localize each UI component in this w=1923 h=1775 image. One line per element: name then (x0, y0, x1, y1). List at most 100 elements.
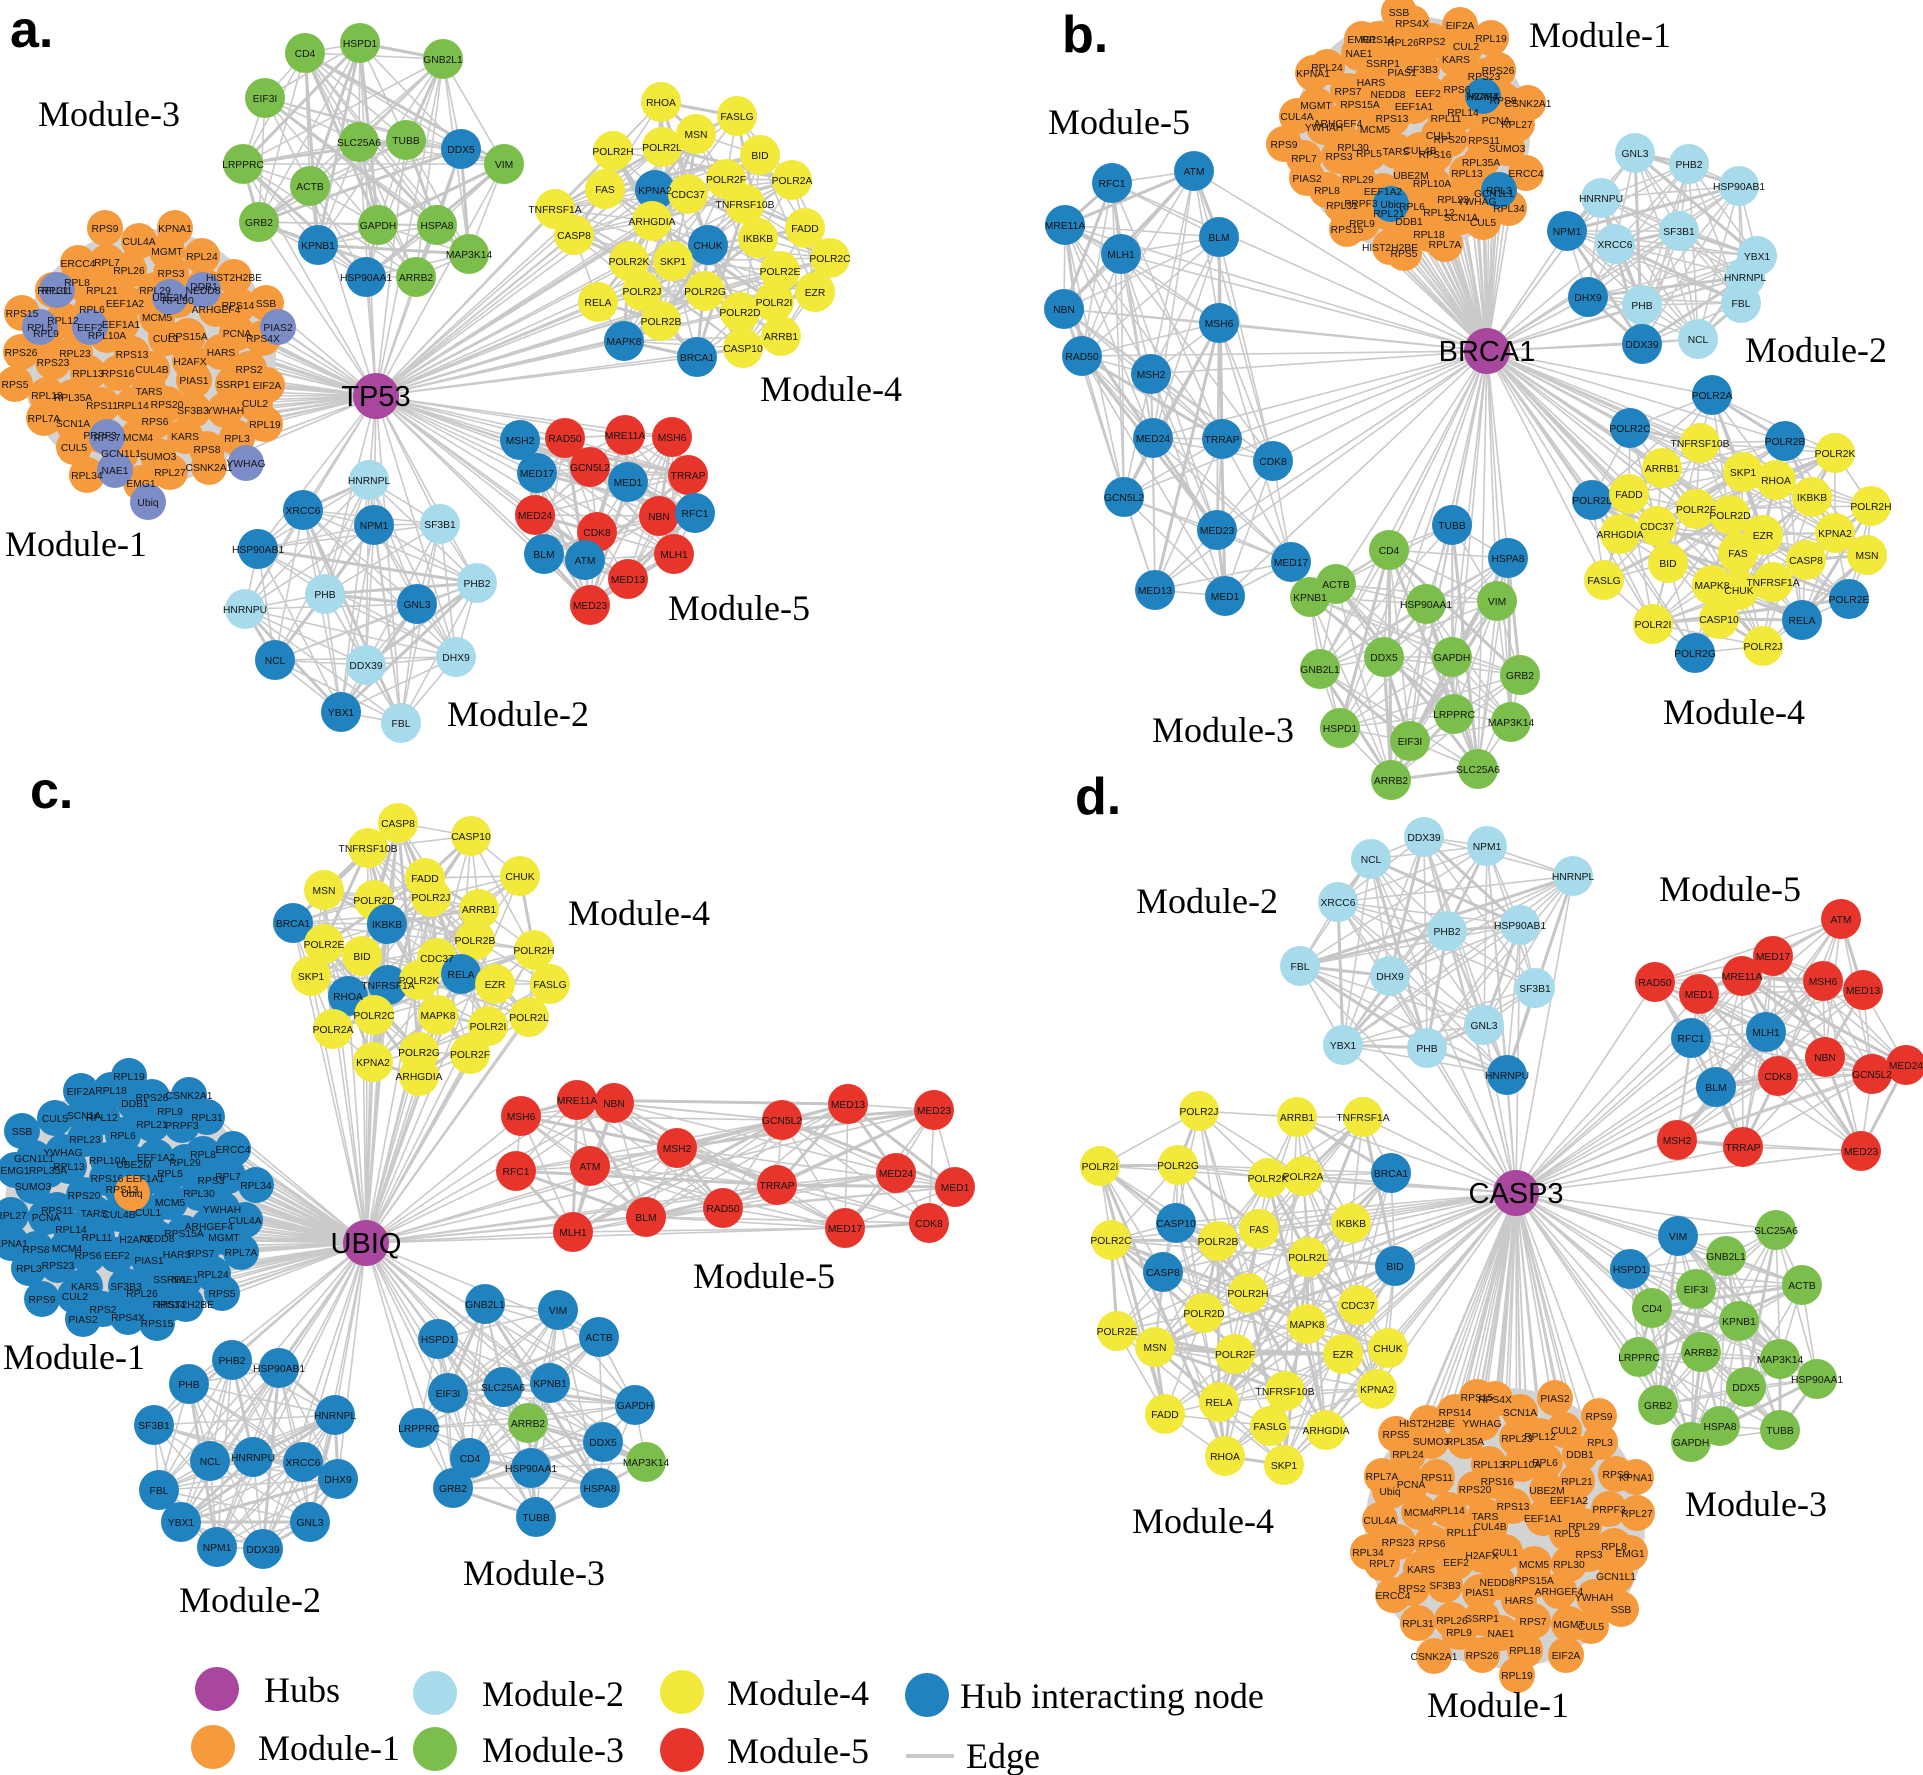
svg-text:RPL35A: RPL35A (1462, 158, 1500, 169)
svg-text:RPL18: RPL18 (31, 391, 63, 402)
svg-text:LRPPRC: LRPPRC (222, 160, 264, 171)
svg-text:CUL4B: CUL4B (1473, 1522, 1506, 1533)
svg-text:RPS14: RPS14 (222, 301, 255, 312)
svg-text:PHB: PHB (1631, 301, 1652, 312)
svg-text:FASLG: FASLG (1253, 1422, 1286, 1433)
svg-text:ARRB1: ARRB1 (1645, 464, 1680, 475)
svg-text:CUL4A: CUL4A (1280, 112, 1313, 123)
svg-text:MED24: MED24 (1889, 1061, 1923, 1072)
svg-text:TNFRSF10B: TNFRSF10B (1256, 1387, 1315, 1398)
svg-text:KPNA2: KPNA2 (356, 1058, 390, 1069)
svg-text:CUL4B: CUL4B (1403, 146, 1436, 157)
svg-text:MLH1: MLH1 (660, 550, 688, 561)
svg-text:PIAS1: PIAS1 (1387, 68, 1416, 79)
svg-text:Module-2: Module-2 (482, 1674, 624, 1714)
svg-text:RPL11: RPL11 (1447, 1528, 1478, 1539)
svg-text:NPM1: NPM1 (203, 1543, 232, 1554)
svg-text:TNFRSF10B: TNFRSF10B (1671, 439, 1730, 450)
svg-text:RPS3: RPS3 (158, 269, 185, 280)
svg-text:CUL1: CUL1 (135, 1208, 162, 1219)
svg-text:RPL11: RPL11 (42, 286, 73, 297)
svg-text:CASP10: CASP10 (1156, 1219, 1196, 1230)
svg-text:RAD50: RAD50 (1638, 978, 1671, 989)
svg-text:ERCC4: ERCC4 (1509, 169, 1544, 180)
svg-text:MCM4: MCM4 (123, 433, 154, 444)
svg-text:NCL: NCL (200, 1457, 221, 1468)
svg-text:POLR2D: POLR2D (353, 896, 394, 907)
svg-text:POLR2A: POLR2A (1283, 1172, 1324, 1183)
svg-text:RPL10A: RPL10A (89, 1156, 127, 1167)
svg-text:MLH1: MLH1 (559, 1228, 587, 1239)
svg-text:Hubs: Hubs (264, 1670, 340, 1710)
svg-text:POLR2H: POLR2H (1850, 502, 1891, 513)
svg-text:GNB2L1: GNB2L1 (1706, 1252, 1746, 1263)
svg-text:RPS20: RPS20 (68, 1191, 101, 1202)
svg-text:RPS9: RPS9 (1586, 1412, 1613, 1423)
svg-text:TARS: TARS (81, 1209, 108, 1220)
svg-text:POLR2H: POLR2H (1227, 1289, 1268, 1300)
svg-text:POLR2C: POLR2C (1090, 1236, 1132, 1247)
svg-text:POLR2F: POLR2F (706, 175, 746, 186)
svg-text:RPS7: RPS7 (94, 433, 121, 444)
svg-text:GRB2: GRB2 (1644, 1401, 1672, 1412)
svg-text:CASP10: CASP10 (451, 832, 491, 843)
svg-text:ARRB1: ARRB1 (1280, 1113, 1315, 1124)
svg-text:HSP90AA1: HSP90AA1 (340, 273, 392, 284)
svg-text:RPL18: RPL18 (1413, 230, 1445, 241)
svg-text:RPL34: RPL34 (1352, 1548, 1384, 1559)
svg-text:POLR2H: POLR2H (592, 147, 633, 158)
svg-text:GNL3: GNL3 (297, 1518, 324, 1529)
svg-text:IKBKB: IKBKB (1797, 493, 1827, 504)
svg-text:POLR2F: POLR2F (450, 1050, 490, 1061)
svg-text:HSPA8: HSPA8 (1703, 1422, 1736, 1433)
svg-text:RPL23: RPL23 (69, 1135, 101, 1146)
svg-text:RPL7A: RPL7A (28, 414, 61, 425)
svg-text:MAP3K14: MAP3K14 (623, 1458, 670, 1469)
svg-text:UBE2M: UBE2M (1393, 171, 1428, 182)
svg-text:SCN1A: SCN1A (1503, 1408, 1537, 1419)
svg-text:CUL5: CUL5 (1578, 1622, 1605, 1633)
svg-text:MCM4: MCM4 (1468, 92, 1499, 103)
svg-text:MRE11A: MRE11A (1722, 972, 1763, 983)
svg-text:RPL30: RPL30 (183, 1189, 215, 1200)
svg-text:ARHGEF4: ARHGEF4 (185, 1222, 234, 1233)
svg-text:RPL21: RPL21 (1373, 209, 1405, 220)
svg-text:CDC37: CDC37 (1341, 1301, 1375, 1312)
svg-text:HNRNPL: HNRNPL (348, 476, 391, 487)
svg-text:RPL14: RPL14 (117, 401, 149, 412)
svg-text:EEF2: EEF2 (104, 1251, 130, 1262)
svg-text:RPS16: RPS16 (102, 369, 135, 380)
svg-text:POLR2D: POLR2D (1709, 511, 1750, 522)
svg-text:RHOA: RHOA (646, 98, 676, 109)
svg-text:Module-2: Module-2 (1136, 881, 1278, 921)
svg-text:DDB1: DDB1 (190, 282, 218, 293)
svg-text:NBN: NBN (1814, 1053, 1836, 1064)
svg-text:SKP1: SKP1 (298, 972, 325, 983)
svg-text:POLR2B: POLR2B (641, 317, 682, 328)
svg-text:MED13: MED13 (1138, 586, 1173, 597)
svg-text:RPL19: RPL19 (1475, 34, 1507, 45)
svg-text:RPS11: RPS11 (41, 1206, 73, 1217)
svg-text:RPL5: RPL5 (1356, 149, 1382, 160)
svg-text:H2AFX: H2AFX (119, 1235, 152, 1246)
svg-text:CSNK2A1: CSNK2A1 (1411, 1652, 1458, 1663)
svg-text:CUL4B: CUL4B (102, 1210, 135, 1221)
svg-text:SF3B1: SF3B1 (424, 520, 456, 531)
svg-text:RPL12: RPL12 (86, 1113, 118, 1124)
svg-text:SSRP1: SSRP1 (216, 380, 250, 391)
svg-text:HSPD1: HSPD1 (1323, 724, 1358, 735)
svg-text:SUMO3: SUMO3 (15, 1182, 52, 1193)
svg-text:RPS5: RPS5 (2, 380, 29, 391)
svg-text:LRPPRC: LRPPRC (398, 1424, 440, 1435)
svg-text:ARRB1: ARRB1 (764, 332, 799, 343)
svg-text:KPNA2: KPNA2 (1360, 1385, 1394, 1396)
svg-text:MGMT: MGMT (208, 1233, 240, 1244)
svg-text:ARHGDIA: ARHGDIA (1303, 1426, 1350, 1437)
svg-text:XRCC6: XRCC6 (1598, 240, 1633, 251)
svg-text:GCN1L1: GCN1L1 (1474, 189, 1514, 200)
svg-text:RPL21: RPL21 (86, 286, 118, 297)
svg-text:ARHGDIA: ARHGDIA (396, 1072, 443, 1083)
svg-text:ACTB: ACTB (296, 182, 324, 193)
svg-text:SCN1A: SCN1A (1444, 213, 1478, 224)
svg-text:SUMO3: SUMO3 (140, 452, 177, 463)
